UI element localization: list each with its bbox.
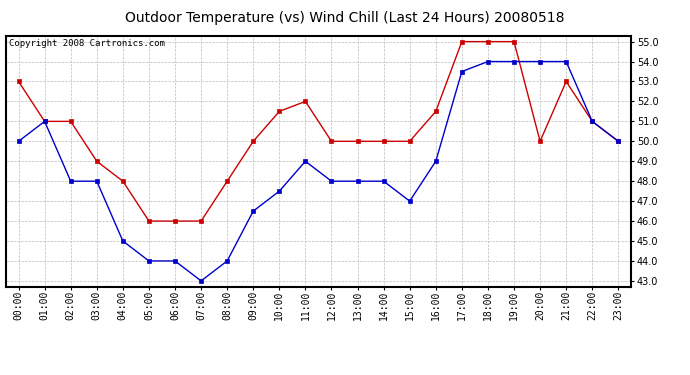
Text: Outdoor Temperature (vs) Wind Chill (Last 24 Hours) 20080518: Outdoor Temperature (vs) Wind Chill (Las… bbox=[126, 11, 564, 25]
Text: Copyright 2008 Cartronics.com: Copyright 2008 Cartronics.com bbox=[9, 39, 164, 48]
